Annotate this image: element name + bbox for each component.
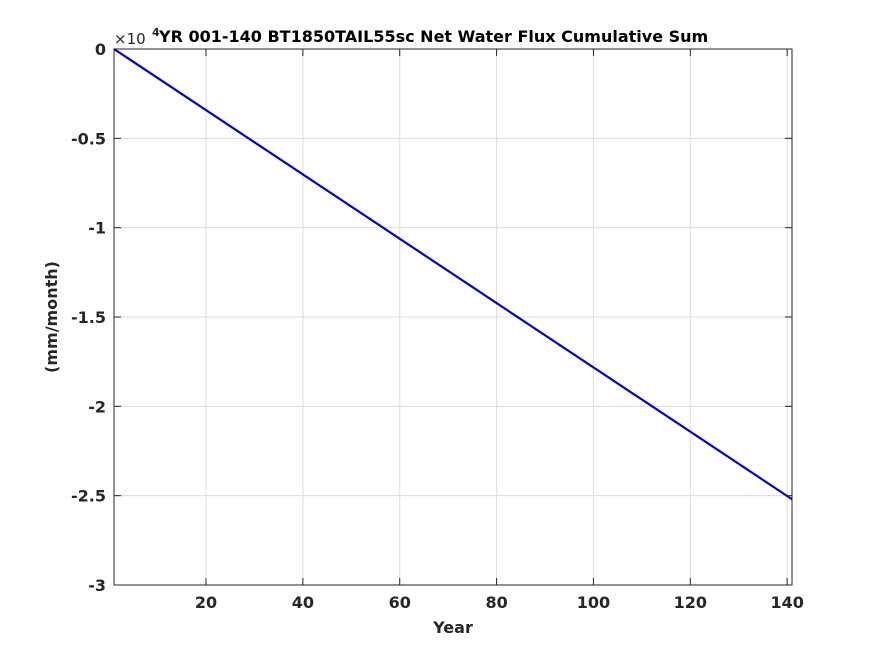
y-exponent-base: ×10 <box>114 30 146 48</box>
y-tick-label: -0.5 <box>71 129 106 148</box>
y-axis-title: (mm/month) <box>42 261 61 373</box>
y-tick-label: -1.5 <box>71 308 106 327</box>
x-tick-label: 80 <box>485 593 507 612</box>
x-axis-title: Year <box>432 618 473 637</box>
y-tick-label: -1 <box>88 219 106 238</box>
y-tick-label: -2.5 <box>71 487 106 506</box>
chart-title: YR 001-140 BT1850TAIL55sc Net Water Flux… <box>158 27 708 46</box>
chart: 20 40 60 80 100 120 140 0 -0.5 -1 -1.5 -2 -2.5 -3 ×10… <box>0 0 875 656</box>
y-tick-label: 0 <box>95 40 106 59</box>
x-tick-label: 60 <box>389 593 411 612</box>
x-tick-label: 100 <box>577 593 610 612</box>
x-tick-label: 120 <box>674 593 707 612</box>
x-tick-label: 140 <box>770 593 803 612</box>
y-tick-label: -2 <box>88 397 106 416</box>
y-tick-label: -3 <box>88 576 106 595</box>
x-tick-label: 20 <box>195 593 217 612</box>
x-tick-label: 40 <box>292 593 314 612</box>
